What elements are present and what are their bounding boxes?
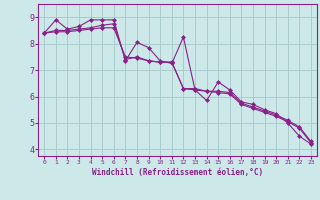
X-axis label: Windchill (Refroidissement éolien,°C): Windchill (Refroidissement éolien,°C) — [92, 168, 263, 177]
